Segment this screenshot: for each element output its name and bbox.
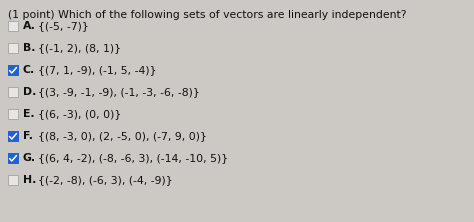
- Bar: [8, 175, 18, 185]
- Bar: [8, 21, 18, 31]
- Text: {(-1, 2), (8, 1)}: {(-1, 2), (8, 1)}: [38, 43, 121, 53]
- Bar: [8, 87, 18, 97]
- Text: F.: F.: [23, 131, 33, 141]
- Text: H.: H.: [23, 175, 36, 185]
- Text: A.: A.: [23, 21, 36, 31]
- Text: G.: G.: [23, 153, 36, 163]
- Text: {(-5, -7)}: {(-5, -7)}: [38, 21, 89, 31]
- Text: {(6, -3), (0, 0)}: {(6, -3), (0, 0)}: [38, 109, 121, 119]
- Bar: [8, 65, 18, 75]
- Text: {(7, 1, -9), (-1, 5, -4)}: {(7, 1, -9), (-1, 5, -4)}: [38, 65, 156, 75]
- Bar: [8, 131, 18, 141]
- Text: {(-2, -8), (-6, 3), (-4, -9)}: {(-2, -8), (-6, 3), (-4, -9)}: [38, 175, 173, 185]
- Text: C.: C.: [23, 65, 35, 75]
- Text: B.: B.: [23, 43, 36, 53]
- Text: {(6, 4, -2), (-8, -6, 3), (-14, -10, 5)}: {(6, 4, -2), (-8, -6, 3), (-14, -10, 5)}: [38, 153, 228, 163]
- Text: (1 point) Which of the following sets of vectors are linearly independent?: (1 point) Which of the following sets of…: [8, 10, 407, 20]
- Text: D.: D.: [23, 87, 36, 97]
- Bar: [8, 109, 18, 119]
- Text: E.: E.: [23, 109, 35, 119]
- Text: {(3, -9, -1, -9), (-1, -3, -6, -8)}: {(3, -9, -1, -9), (-1, -3, -6, -8)}: [38, 87, 200, 97]
- Text: {(8, -3, 0), (2, -5, 0), (-7, 9, 0)}: {(8, -3, 0), (2, -5, 0), (-7, 9, 0)}: [38, 131, 207, 141]
- Bar: [8, 153, 18, 163]
- Bar: [8, 43, 18, 53]
